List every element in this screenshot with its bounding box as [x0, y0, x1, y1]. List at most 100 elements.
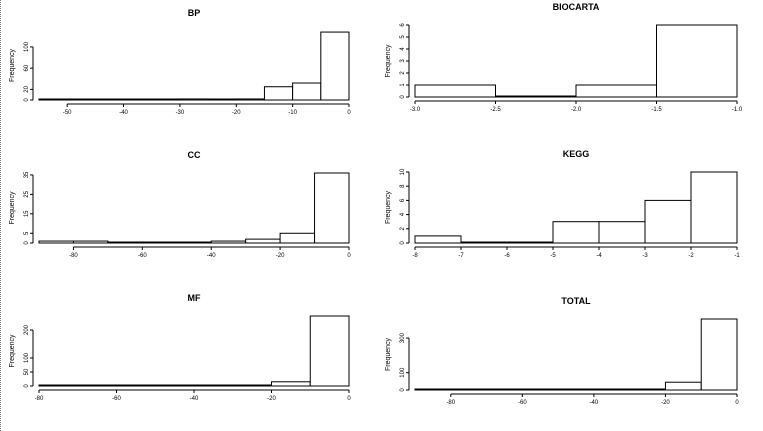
y-tick-label: 15 [24, 210, 30, 217]
x-tick-label: -50 [63, 110, 72, 116]
histogram-bar [690, 171, 738, 244]
histogram-bar [644, 199, 692, 244]
histogram-bar [598, 221, 646, 244]
x-tick-label: -1 [734, 253, 740, 259]
histogram-bar [521, 388, 559, 391]
panel-title: MF [188, 293, 201, 303]
histogram-bar [629, 388, 666, 391]
x-tick-label: -30 [176, 110, 185, 116]
y-tick-label: 25 [24, 190, 30, 197]
x-tick-label: -40 [207, 253, 216, 259]
y-tick-label: 5 [400, 35, 406, 39]
x-tick-label: -1.5 [651, 107, 662, 113]
x-tick-label: -40 [119, 110, 128, 116]
histogram-panel: KEGG -8 -7 -6 -5 -4 -3 -2 -1 0 2 4 6 8 10 Frequency [385, 149, 740, 259]
y-tick-label: 0 [400, 388, 406, 392]
y-axis-label: Frequency [385, 190, 392, 224]
y-tick-label: 200 [24, 324, 30, 335]
histogram-bar [700, 318, 738, 391]
y-tick-label: 2 [400, 226, 406, 230]
histogram-bar [486, 388, 523, 391]
x-tick-label: 0 [347, 110, 351, 116]
y-axis-label: Frequency [9, 334, 16, 368]
x-tick-label: -60 [518, 400, 527, 406]
x-tick-label: -2 [688, 253, 694, 259]
x-tick-label: -3 [642, 253, 648, 259]
y-tick-label: 6 [400, 198, 406, 202]
y-tick-label: 100 [24, 352, 30, 363]
histogram-panel: CC -80 -60 -40 -20 0 0 5 15 25 35 Frequency [9, 150, 351, 259]
histogram-bar [575, 84, 657, 98]
histogram-bar [176, 241, 212, 244]
y-tick-label: 0 [400, 95, 406, 99]
y-tick-label: 3 [400, 59, 406, 63]
histogram-bar [414, 84, 496, 98]
y-tick-label: 1 [400, 83, 406, 87]
histogram-bar [207, 98, 237, 101]
x-tick-label: -40 [190, 396, 199, 402]
y-tick-label: 300 [400, 332, 406, 343]
histogram-panel: TOTAL -80 -60 -40 -20 0 0 100 300 Frequency [385, 296, 739, 406]
histogram-bar [77, 384, 117, 387]
histogram-bar [271, 381, 311, 387]
x-tick-label: -4 [596, 253, 602, 259]
x-tick-label: -20 [276, 253, 285, 259]
y-tick-label: 4 [400, 47, 406, 51]
panel-title: BP [188, 8, 201, 18]
x-tick-label: -8 [412, 253, 418, 259]
y-tick-label: 20 [24, 85, 30, 92]
histogram-bar [414, 235, 462, 244]
x-tick-label: -2.0 [571, 107, 582, 113]
panel-title: TOTAL [561, 296, 591, 306]
histogram-bar [66, 98, 96, 101]
histogram-panel: BP -50 -40 -30 -20 -10 0 0 20 60 100 Frequency [9, 8, 351, 116]
x-tick-label: 0 [347, 396, 351, 402]
y-tick-label: 0 [400, 241, 406, 245]
x-tick-label: -20 [267, 396, 276, 402]
y-tick-label: 0 [24, 241, 30, 245]
histogram-bar [232, 384, 272, 387]
page-border-line [0, 0, 1, 431]
y-axis-label: Frequency [385, 44, 392, 78]
x-tick-label: -6 [504, 253, 510, 259]
histogram-bar [656, 24, 738, 98]
histogram-bar [292, 82, 322, 101]
x-tick-label: -80 [69, 253, 78, 259]
histogram-bar [245, 238, 281, 244]
histogram-bar [179, 98, 209, 101]
histogram-bar [593, 388, 631, 391]
histogram-bar [552, 221, 600, 244]
y-tick-label: 100 [400, 367, 406, 378]
y-tick-label: 6 [400, 23, 406, 27]
x-tick-label: -80 [35, 396, 44, 402]
histogram-bar [279, 232, 316, 244]
histogram-bar [506, 241, 554, 244]
histogram-bar [94, 98, 125, 101]
x-tick-label: -40 [590, 400, 599, 406]
x-tick-label: 0 [735, 400, 739, 406]
histogram-bar [414, 388, 452, 391]
x-tick-label: -20 [232, 110, 241, 116]
y-tick-label: 10 [400, 168, 406, 175]
histogram-bar [72, 240, 109, 244]
histogram-bar [154, 384, 195, 387]
x-tick-label: -3.0 [410, 107, 421, 113]
y-axis-label: Frequency [9, 191, 16, 225]
y-tick-label: 8 [400, 184, 406, 188]
histogram-panel: MF -80 -60 -40 -20 0 0 50 100 200 Frequency [9, 293, 351, 402]
x-tick-label: -60 [112, 396, 121, 402]
histogram-bar [235, 98, 265, 101]
histogram-bar [38, 240, 74, 244]
histogram-bar [314, 172, 350, 244]
x-tick-label: 0 [347, 253, 351, 259]
histogram-bar [557, 388, 595, 391]
histogram-bar [151, 98, 181, 101]
y-tick-label: 4 [400, 212, 406, 216]
y-tick-label: 35 [24, 171, 30, 178]
histogram-bar [450, 388, 488, 391]
x-tick-label: -7 [458, 253, 464, 259]
histogram-bar [123, 98, 153, 101]
y-axis-label: Frequency [385, 337, 392, 371]
histogram-bar [141, 241, 178, 244]
